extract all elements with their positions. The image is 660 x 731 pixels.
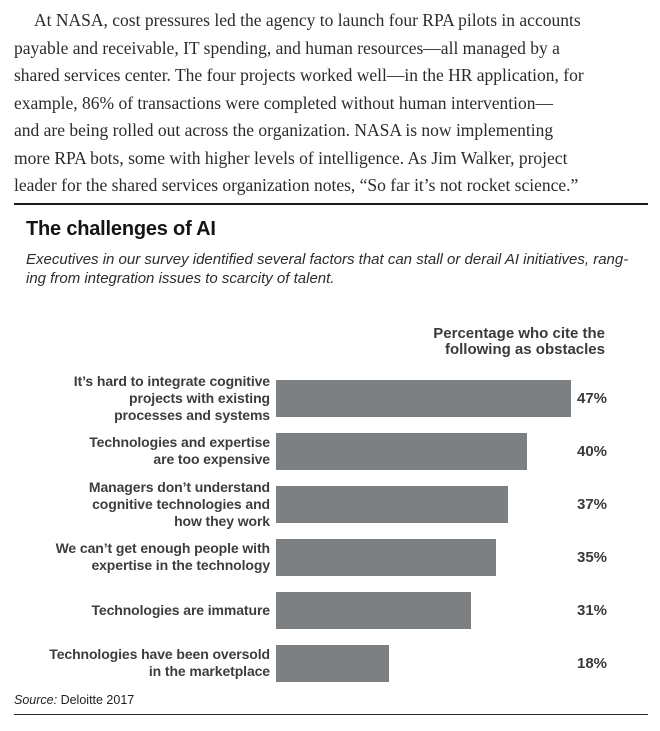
bar xyxy=(276,538,496,576)
chart-section: The challenges of AI Executives in our s… xyxy=(0,218,660,707)
chart-row: Technologies have been oversold in the m… xyxy=(0,637,660,690)
source-text: Deloitte 2017 xyxy=(60,692,135,707)
bar-track xyxy=(276,432,577,470)
bar-track xyxy=(276,485,577,523)
bar-track xyxy=(276,538,577,576)
bar xyxy=(276,591,471,629)
bar-track xyxy=(276,644,577,682)
bar-value: 40% xyxy=(577,442,608,460)
bar-value: 35% xyxy=(577,548,608,566)
chart-row: We can’t get enough people with expertis… xyxy=(0,531,660,584)
bar-track xyxy=(276,379,577,417)
chart-subtitle: Executives in our survey identified seve… xyxy=(26,250,629,287)
bar-value: 31% xyxy=(577,601,608,619)
bar xyxy=(276,379,571,417)
source-label: Source: xyxy=(14,692,58,707)
bar xyxy=(276,432,527,470)
chart-rows: It’s hard to integrate cognitive project… xyxy=(0,372,660,690)
bar xyxy=(276,644,389,682)
chart-row: Technologies and expertise are too expen… xyxy=(0,425,660,478)
bar-label: Technologies are immature xyxy=(91,601,270,618)
section-divider-bottom xyxy=(14,713,648,715)
chart-title: The challenges of AI xyxy=(26,217,216,240)
bar-label: It’s hard to integrate cognitive project… xyxy=(73,372,270,423)
section-divider-top xyxy=(14,202,648,205)
chart-row: Technologies are immature 31% xyxy=(0,584,660,637)
bar-label: Technologies have been oversold in the m… xyxy=(49,646,270,679)
bar-value: 37% xyxy=(577,495,608,513)
chart-column-header: Percentage who cite the following as obs… xyxy=(433,324,605,358)
chart-row: Managers don’t understand cognitive tech… xyxy=(0,478,660,531)
bar-label: Managers don’t understand cognitive tech… xyxy=(88,478,270,529)
source-line: Source: Deloitte 2017 xyxy=(14,693,660,707)
bar-value: 47% xyxy=(577,389,608,407)
bar xyxy=(276,485,508,523)
bar-label: Technologies and expertise are too expen… xyxy=(89,434,270,467)
bar-label: We can’t get enough people with expertis… xyxy=(55,540,271,573)
body-paragraph: At NASA, cost pressures led the agency t… xyxy=(14,10,584,195)
bar-value: 18% xyxy=(577,654,608,672)
chart-row: It’s hard to integrate cognitive project… xyxy=(0,372,660,425)
bar-track xyxy=(276,591,577,629)
